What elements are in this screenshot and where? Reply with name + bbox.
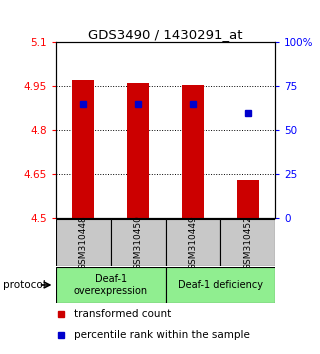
Text: percentile rank within the sample: percentile rank within the sample — [74, 330, 250, 340]
Bar — [111, 219, 166, 266]
Bar — [182, 85, 204, 218]
Bar — [166, 267, 275, 303]
Text: protocol: protocol — [3, 280, 46, 290]
Text: Deaf-1
overexpression: Deaf-1 overexpression — [74, 274, 148, 296]
Text: transformed count: transformed count — [74, 309, 171, 319]
Text: GSM310452: GSM310452 — [243, 215, 252, 270]
Bar — [166, 219, 220, 266]
Bar — [220, 219, 275, 266]
Text: GSM310448: GSM310448 — [79, 215, 88, 270]
Text: Deaf-1 deficiency: Deaf-1 deficiency — [178, 280, 263, 290]
Bar — [56, 219, 111, 266]
Bar — [237, 180, 259, 218]
Bar — [72, 80, 94, 218]
Title: GDS3490 / 1430291_at: GDS3490 / 1430291_at — [88, 28, 243, 41]
Bar — [127, 83, 149, 218]
Bar — [56, 267, 166, 303]
Text: GSM310449: GSM310449 — [188, 215, 197, 270]
Text: GSM310450: GSM310450 — [134, 215, 143, 270]
